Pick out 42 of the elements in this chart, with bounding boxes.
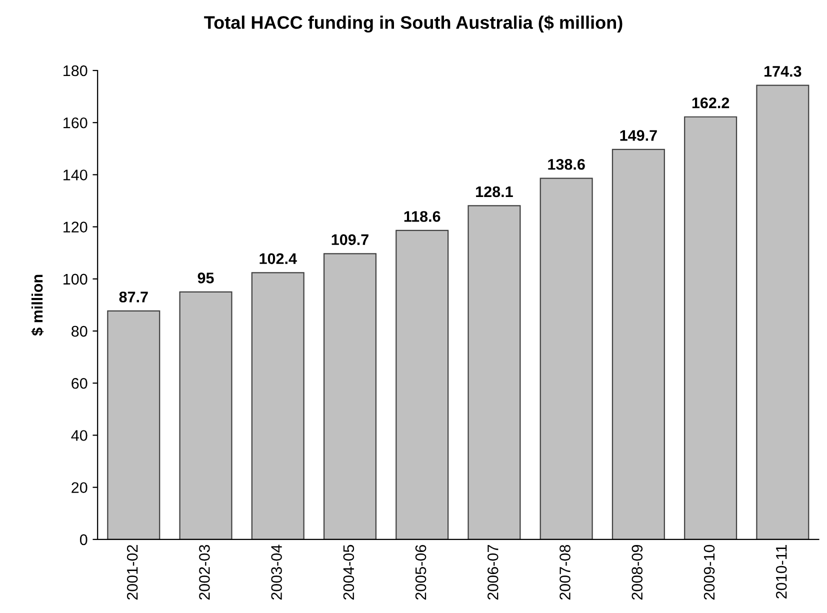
bar bbox=[251, 272, 304, 540]
y-tick-label: 140 bbox=[64, 170, 88, 180]
x-tick-label: 2002-03 bbox=[199, 544, 210, 600]
y-tick-label: 40 bbox=[71, 430, 88, 441]
y-tick-label: 60 bbox=[72, 378, 88, 389]
data-label: 87.7 bbox=[119, 292, 148, 302]
data-label: 162.2 bbox=[692, 97, 730, 108]
y-tick-label: 120 bbox=[64, 222, 88, 232]
y-axis-title: $ million bbox=[31, 274, 44, 336]
data-label: 95 bbox=[198, 272, 214, 284]
data-label: 102.4 bbox=[260, 253, 297, 264]
bar bbox=[468, 205, 521, 540]
y-tick-label: 180 bbox=[64, 65, 88, 76]
x-tick-label: 2004-05 bbox=[343, 544, 354, 600]
x-tick-label: 2007-08 bbox=[560, 544, 570, 600]
data-label: 128.1 bbox=[476, 186, 513, 198]
y-tick-label: 100 bbox=[64, 274, 88, 285]
x-tick-label: 2003-04 bbox=[271, 544, 282, 600]
bar bbox=[396, 230, 449, 540]
data-label: 118.6 bbox=[404, 211, 440, 222]
bar bbox=[107, 310, 160, 540]
x-tick-label: 2010-11 bbox=[776, 545, 787, 598]
bar bbox=[540, 178, 593, 540]
bar bbox=[323, 253, 377, 540]
x-tick-label: 2009-10 bbox=[704, 544, 715, 600]
y-tick-label: 20 bbox=[72, 482, 88, 494]
x-tick-label: 2001-02 bbox=[126, 545, 138, 600]
data-label: 109.7 bbox=[332, 234, 368, 246]
bar bbox=[179, 291, 232, 540]
y-tick-label: 80 bbox=[72, 326, 88, 337]
bar bbox=[684, 116, 738, 540]
bar bbox=[612, 148, 665, 540]
bar bbox=[756, 84, 810, 540]
y-tick-label: 160 bbox=[64, 117, 88, 128]
data-label: 138.6 bbox=[548, 158, 585, 170]
data-label: 149.7 bbox=[620, 130, 657, 141]
x-tick-label: 2008-09 bbox=[632, 545, 643, 600]
data-label: 174.3 bbox=[764, 66, 802, 77]
chart-title: Total HACC funding in South Australia ($ million) bbox=[204, 15, 622, 33]
x-tick-label: 2006-07 bbox=[488, 545, 498, 600]
x-tick-label: 2005-06 bbox=[415, 544, 426, 600]
y-tick-label: 0 bbox=[80, 534, 88, 546]
